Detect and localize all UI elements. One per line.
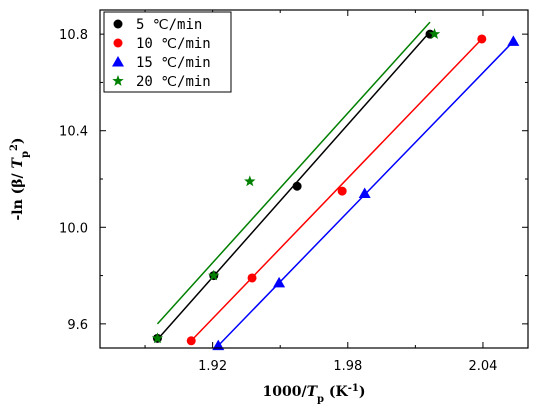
series-3-point	[151, 332, 164, 344]
series-3-fit-line	[156, 21, 431, 325]
x-label-main: 1000/	[263, 384, 308, 400]
y-label-exp: 2	[9, 144, 20, 151]
x-label-unit-close: )	[359, 384, 366, 400]
legend-marker	[113, 19, 123, 29]
legend-marker	[112, 75, 124, 86]
legend-label: 10 ℃/min	[136, 36, 211, 52]
series-3	[151, 21, 441, 344]
series-1-point	[337, 186, 347, 196]
legend-label: 5 ℃/min	[136, 17, 202, 33]
y-label-var: T	[10, 156, 26, 168]
series-1-point	[477, 34, 487, 44]
x-tick-label: 1.92	[198, 359, 227, 374]
series-3-point	[244, 175, 256, 187]
series-2	[212, 35, 520, 351]
axis-ticks: 1.92 1.98 2.04 9.6 10.0 10.4 10.8	[59, 10, 528, 374]
y-label-sub: p	[20, 151, 31, 158]
x-label-unit-open: (K	[324, 384, 348, 400]
series-3-point	[208, 269, 220, 281]
series-3-point	[428, 28, 441, 39]
series-0-point	[292, 181, 302, 191]
series-2-point	[358, 187, 371, 198]
series-1-point	[186, 336, 196, 346]
plot-marks	[151, 21, 520, 351]
y-tick-label: 10.8	[59, 28, 88, 43]
x-label-var: T	[307, 384, 319, 400]
y-tick-label: 10.0	[59, 221, 88, 236]
x-tick-label: 2.04	[468, 359, 497, 374]
legend-box	[103, 11, 232, 93]
legend-label: 15 ℃/min	[136, 55, 211, 71]
series-1	[186, 34, 487, 346]
y-label-close: )	[10, 137, 26, 144]
y-tick-label: 10.4	[59, 125, 88, 140]
series-2-point	[273, 276, 286, 288]
x-label-exp: -1	[348, 383, 359, 394]
series-2-point	[507, 35, 520, 46]
x-tick-label: 1.98	[333, 359, 362, 374]
series-1-fit-line	[190, 38, 483, 342]
y-label-main: -ln (β/	[10, 168, 26, 220]
legend: 5 ℃/min 10 ℃/min 15 ℃/min 20 ℃/min	[103, 11, 232, 93]
legend-marker	[112, 56, 124, 67]
y-tick-label: 9.6	[67, 318, 88, 333]
legend-label: 20 ℃/min	[136, 74, 211, 90]
x-axis-label: 1000/Tp (K-1)	[263, 383, 366, 405]
y-axis-label: -ln (β/ Tp2)	[9, 137, 31, 220]
series-1-point	[247, 273, 257, 283]
x-label-sub: p	[317, 394, 324, 405]
legend-marker	[113, 38, 123, 48]
